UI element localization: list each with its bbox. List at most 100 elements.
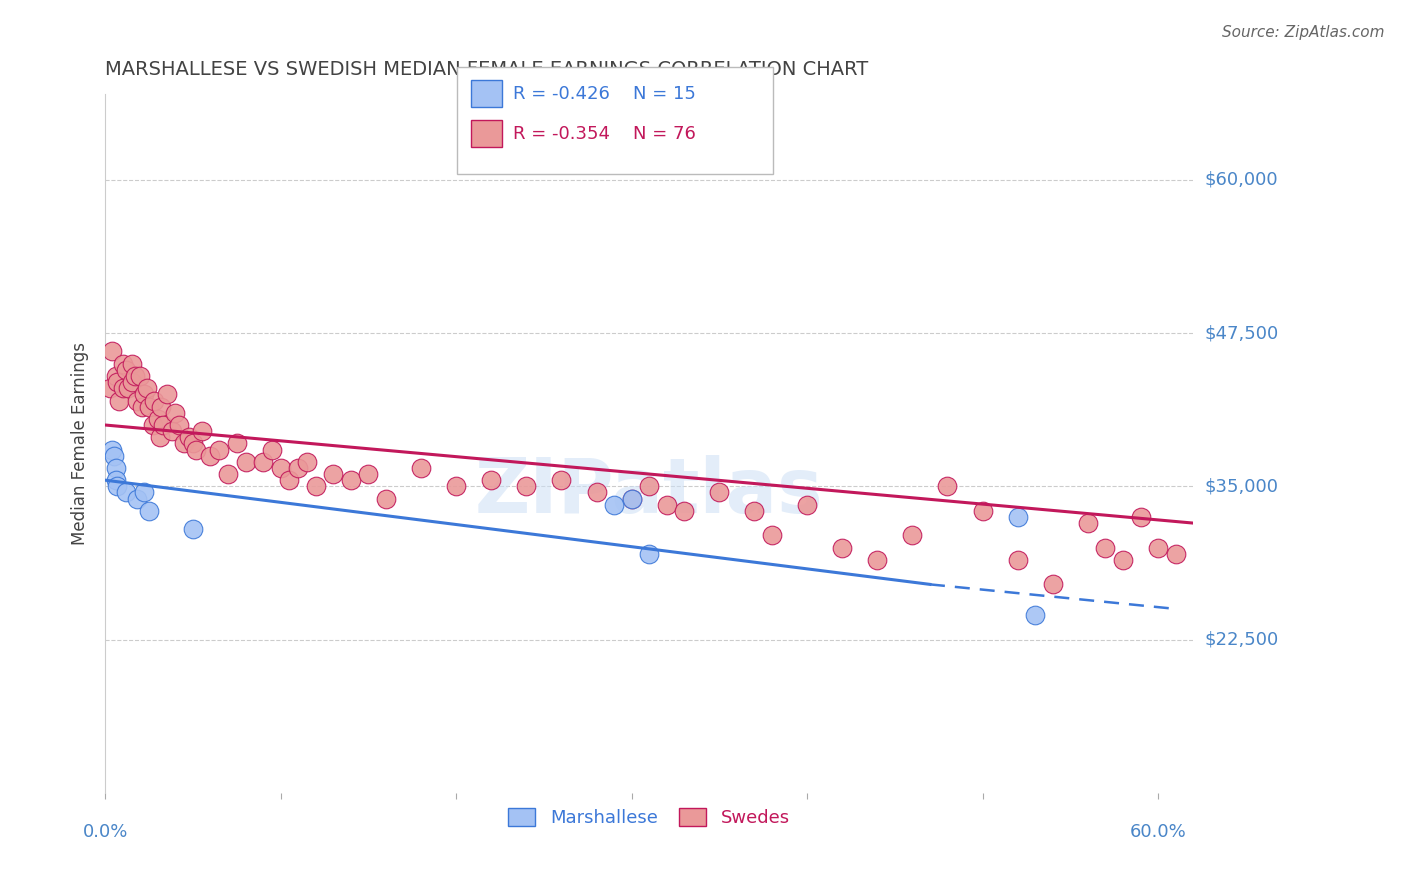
Point bbox=[125, 491, 148, 506]
Point bbox=[225, 436, 247, 450]
Point bbox=[142, 417, 165, 432]
Point bbox=[936, 479, 959, 493]
Point bbox=[901, 528, 924, 542]
Point bbox=[115, 363, 138, 377]
Point bbox=[167, 417, 190, 432]
Point bbox=[550, 473, 572, 487]
Point bbox=[208, 442, 231, 457]
Point bbox=[744, 504, 766, 518]
Point bbox=[796, 498, 818, 512]
Point bbox=[117, 381, 139, 395]
Point bbox=[260, 442, 283, 457]
Point bbox=[866, 553, 889, 567]
Text: $35,000: $35,000 bbox=[1205, 477, 1278, 495]
Point bbox=[160, 424, 183, 438]
Point bbox=[131, 400, 153, 414]
Point bbox=[121, 375, 143, 389]
Point bbox=[107, 375, 129, 389]
Point bbox=[103, 449, 125, 463]
Point bbox=[111, 357, 134, 371]
Point bbox=[173, 436, 195, 450]
Point bbox=[638, 547, 661, 561]
Point bbox=[295, 455, 318, 469]
Point bbox=[340, 473, 363, 487]
Point bbox=[124, 369, 146, 384]
Point bbox=[585, 485, 607, 500]
Point bbox=[1129, 510, 1152, 524]
Text: $22,500: $22,500 bbox=[1205, 631, 1278, 648]
Point bbox=[375, 491, 398, 506]
Point bbox=[972, 504, 994, 518]
Text: N = 15: N = 15 bbox=[633, 85, 696, 103]
Point bbox=[136, 381, 159, 395]
Point bbox=[181, 436, 204, 450]
Point bbox=[515, 479, 537, 493]
Point bbox=[270, 461, 292, 475]
Point bbox=[638, 479, 661, 493]
Text: R = -0.426: R = -0.426 bbox=[513, 85, 610, 103]
Point bbox=[673, 504, 696, 518]
Point bbox=[444, 479, 467, 493]
Point bbox=[132, 485, 155, 500]
Point bbox=[479, 473, 502, 487]
Point bbox=[186, 442, 208, 457]
Point bbox=[357, 467, 380, 481]
Point bbox=[181, 522, 204, 536]
Point bbox=[156, 387, 179, 401]
Point bbox=[111, 381, 134, 395]
Point bbox=[305, 479, 328, 493]
Point bbox=[1147, 541, 1170, 555]
Point bbox=[200, 449, 222, 463]
Point bbox=[217, 467, 239, 481]
Text: $47,500: $47,500 bbox=[1205, 324, 1278, 342]
Point bbox=[287, 461, 309, 475]
Point bbox=[1112, 553, 1135, 567]
Text: 60.0%: 60.0% bbox=[1129, 823, 1187, 841]
Point bbox=[121, 357, 143, 371]
Text: $60,000: $60,000 bbox=[1205, 171, 1278, 189]
Point bbox=[132, 387, 155, 401]
Point bbox=[322, 467, 344, 481]
Point bbox=[1042, 577, 1064, 591]
Point bbox=[252, 455, 274, 469]
Point bbox=[138, 400, 160, 414]
Point bbox=[179, 430, 201, 444]
Point bbox=[761, 528, 783, 542]
Point bbox=[1077, 516, 1099, 530]
Point bbox=[190, 424, 212, 438]
Point bbox=[104, 461, 127, 475]
Point bbox=[146, 412, 169, 426]
Point bbox=[1007, 553, 1029, 567]
Text: 0.0%: 0.0% bbox=[83, 823, 128, 841]
Point bbox=[152, 417, 174, 432]
Point bbox=[143, 393, 166, 408]
Y-axis label: Median Female Earnings: Median Female Earnings bbox=[72, 342, 89, 545]
Point bbox=[831, 541, 853, 555]
Text: Source: ZipAtlas.com: Source: ZipAtlas.com bbox=[1222, 25, 1385, 40]
Point bbox=[1094, 541, 1116, 555]
Point bbox=[235, 455, 257, 469]
Point bbox=[104, 473, 127, 487]
Point bbox=[620, 491, 643, 506]
Point bbox=[165, 406, 187, 420]
Point bbox=[101, 442, 124, 457]
Point bbox=[101, 344, 124, 359]
Point bbox=[107, 479, 129, 493]
Point bbox=[149, 430, 172, 444]
Text: N = 76: N = 76 bbox=[633, 125, 696, 143]
Point bbox=[115, 485, 138, 500]
Text: MARSHALLESE VS SWEDISH MEDIAN FEMALE EARNINGS CORRELATION CHART: MARSHALLESE VS SWEDISH MEDIAN FEMALE EAR… bbox=[105, 60, 869, 78]
Legend: Marshallese, Swedes: Marshallese, Swedes bbox=[499, 798, 799, 836]
Point bbox=[1164, 547, 1187, 561]
Point bbox=[138, 504, 160, 518]
Point bbox=[1024, 607, 1046, 622]
Point bbox=[104, 369, 127, 384]
Text: R = -0.354: R = -0.354 bbox=[513, 125, 610, 143]
Point bbox=[278, 473, 301, 487]
Point bbox=[150, 400, 173, 414]
Point bbox=[409, 461, 432, 475]
Point bbox=[125, 393, 148, 408]
Text: ZIPatlas: ZIPatlas bbox=[475, 455, 824, 529]
Point bbox=[603, 498, 626, 512]
Point bbox=[655, 498, 678, 512]
